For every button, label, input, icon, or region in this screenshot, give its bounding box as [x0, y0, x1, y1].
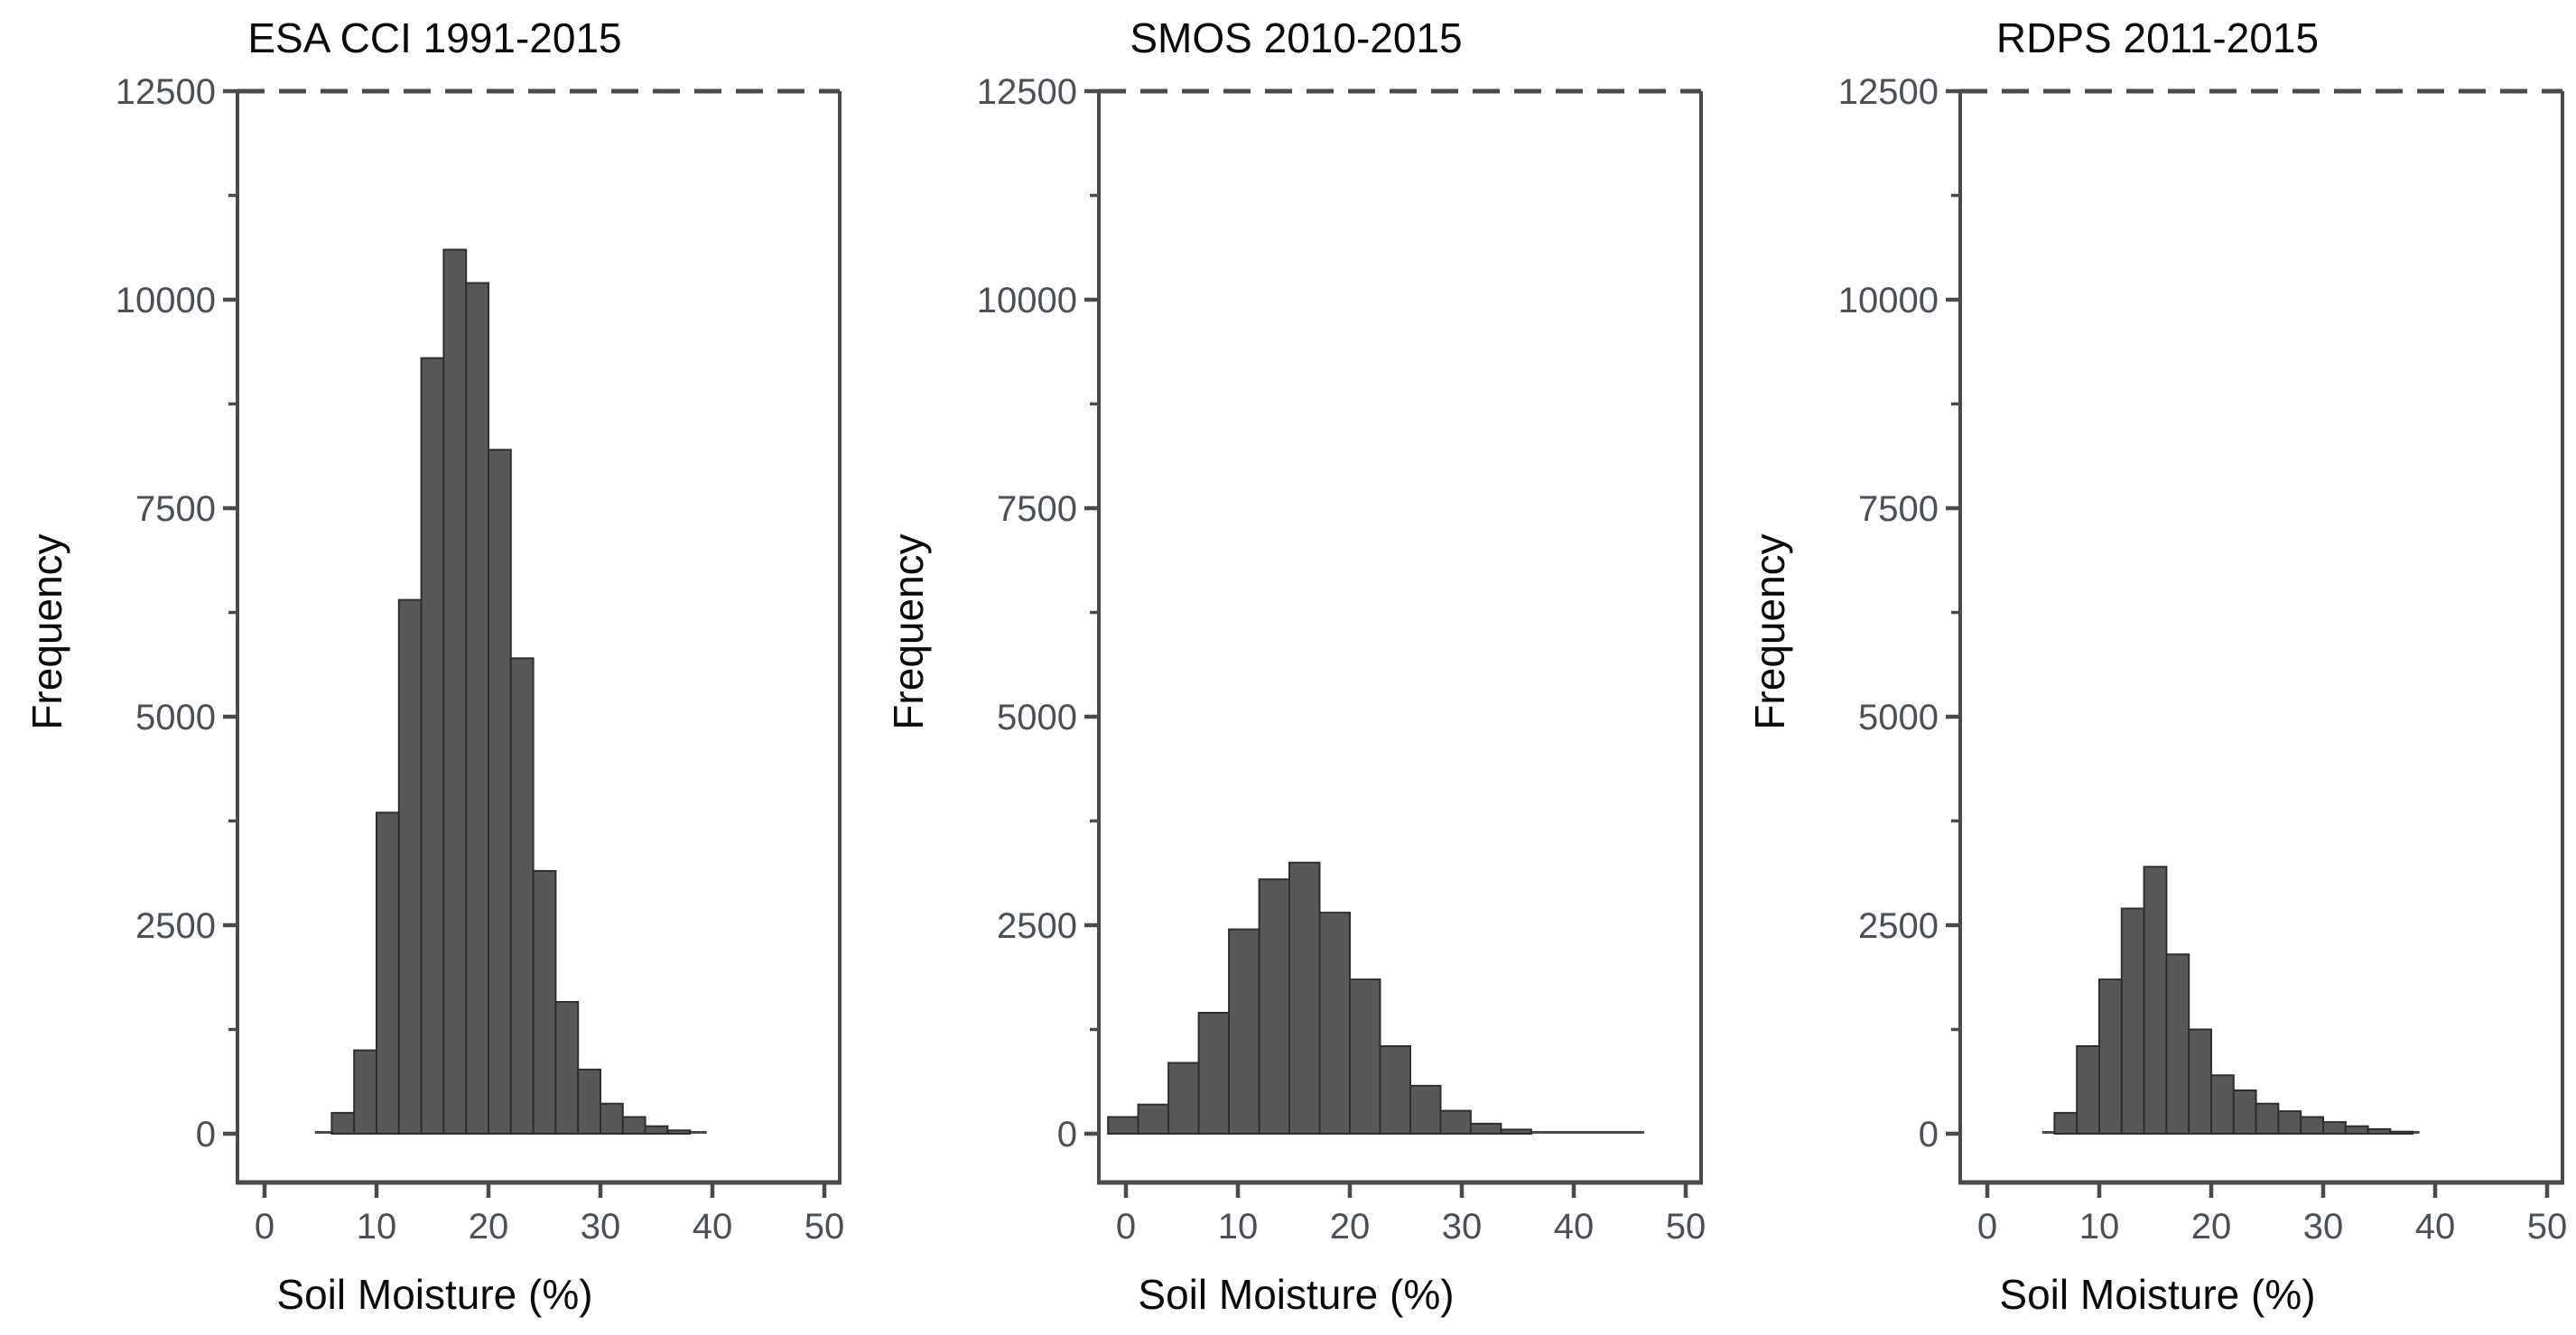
x-tick-label: 0 — [1977, 1207, 1997, 1247]
histogram-bar — [2389, 1130, 2414, 1135]
y-tick-label: 7500 — [997, 489, 1077, 529]
histogram-bar — [1107, 1116, 1139, 1135]
y-tick-label: 10000 — [977, 281, 1077, 320]
histogram-bar — [397, 598, 423, 1135]
x-tick-label: 40 — [1554, 1207, 1595, 1247]
x-tick-label: 50 — [804, 1207, 845, 1247]
x-axis-title: Soil Moisture (%) — [1138, 1271, 1455, 1318]
histogram-bar — [1288, 861, 1321, 1135]
x-tick-label: 20 — [1330, 1207, 1371, 1247]
y-tick-label: 2500 — [1858, 906, 1939, 946]
y-tick-label: 5000 — [1858, 698, 1939, 737]
y-tick-label: 10000 — [1838, 281, 1939, 320]
x-axis-title: Soil Moisture (%) — [1999, 1271, 2316, 1318]
x-tick-label: 50 — [2527, 1207, 2568, 1247]
histogram-bar — [600, 1102, 624, 1135]
y-tick-label: 0 — [1919, 1115, 1939, 1154]
histogram-bar — [2053, 1111, 2078, 1136]
chart-canvas: 0 10 20 30 40 50 0 2500 5000 7500 10000 12500 — [1838, 72, 2568, 1247]
x-tick-label: 0 — [255, 1207, 274, 1247]
histogram-bar — [509, 657, 535, 1135]
y-tick-label: 7500 — [1858, 489, 1939, 529]
histogram-bar — [2255, 1102, 2280, 1135]
x-tick-label: 40 — [693, 1207, 733, 1247]
histogram-bar — [554, 1001, 580, 1135]
y-tick-label: 5000 — [997, 698, 1077, 737]
x-tick-label: 30 — [581, 1207, 621, 1247]
x-axis-title: Soil Moisture (%) — [276, 1271, 593, 1318]
histogram-bar — [2277, 1110, 2302, 1135]
panel-rdps: 0 10 20 30 40 50 0 2500 5000 7500 10000 12500 RDPS … — [1723, 0, 2576, 1335]
histogram-bar — [621, 1116, 646, 1135]
x-tick-label: 10 — [2079, 1207, 2120, 1247]
chart-title: ESA CCI 1991-2015 — [247, 14, 622, 61]
x-tick-label: 20 — [469, 1207, 509, 1247]
y-tick-label: 5000 — [135, 698, 216, 737]
y-tick-label: 12500 — [1838, 72, 1939, 112]
histogram-bar — [353, 1049, 378, 1135]
x-tick-label: 40 — [2415, 1207, 2456, 1247]
y-tick-label: 12500 — [116, 72, 216, 112]
y-tick-label: 10000 — [116, 281, 216, 320]
y-tick-label: 0 — [1057, 1115, 1077, 1154]
x-tick-label: 30 — [2303, 1207, 2344, 1247]
panel-esa-cci: 0 10 20 30 40 50 0 2500 5000 7500 10000 12500 ESA C… — [0, 0, 859, 1335]
x-tick-label: 10 — [1218, 1207, 1259, 1247]
histogram-bar — [2188, 1028, 2213, 1135]
histogram-bar — [376, 811, 400, 1135]
histogram-bar — [2098, 978, 2123, 1135]
x-tick-label: 10 — [357, 1207, 397, 1247]
histogram-bar — [420, 357, 445, 1135]
histogram-bar — [1379, 1045, 1411, 1135]
histogram-bar — [2210, 1074, 2235, 1136]
histogram-bar — [2344, 1125, 2369, 1135]
y-tick-label: 0 — [196, 1115, 216, 1154]
chart-canvas: 0 10 20 30 40 50 0 2500 5000 7500 10000 12500 — [116, 72, 845, 1247]
y-tick-label: 7500 — [135, 489, 216, 529]
x-tick-label: 50 — [1666, 1207, 1706, 1247]
chart-title: SMOS 2010-2015 — [1130, 14, 1463, 61]
histogram-bar — [1409, 1084, 1442, 1136]
y-axis-title: Frequency — [885, 533, 932, 730]
histogram-bar — [532, 869, 557, 1136]
histogram-bar — [1469, 1122, 1502, 1136]
y-tick-label: 12500 — [977, 72, 1077, 112]
histogram-bar — [644, 1125, 669, 1135]
histogram-bar — [1137, 1103, 1170, 1135]
histogram-bar — [1318, 912, 1351, 1135]
histogram-bar — [330, 1111, 356, 1136]
panel-smos: 0 10 20 30 40 50 0 2500 5000 7500 10000 12500 SMOS … — [861, 0, 1720, 1335]
histogram-bar — [1167, 1062, 1200, 1135]
histogram-bar — [2322, 1121, 2347, 1135]
y-tick-label: 2500 — [997, 906, 1077, 946]
histogram-bar — [2232, 1089, 2257, 1135]
chart-title: RDPS 2011-2015 — [1995, 14, 2320, 61]
histogram-bar — [2143, 866, 2168, 1135]
histogram-bar — [2165, 953, 2190, 1136]
histogram-bar — [2076, 1045, 2101, 1135]
histogram-bar — [1197, 1012, 1231, 1135]
y-axis-title: Frequency — [1746, 533, 1793, 730]
histogram-bar — [577, 1068, 602, 1136]
histogram-bar — [488, 449, 512, 1135]
histogram-bar — [1228, 928, 1260, 1135]
histogram-bar — [465, 282, 490, 1135]
histogram-bar — [1349, 978, 1381, 1135]
histogram-bar — [442, 248, 468, 1136]
y-tick-label: 2500 — [135, 906, 216, 946]
histogram-bar — [2120, 907, 2145, 1135]
histogram-bar — [1439, 1109, 1472, 1135]
y-axis-title: Frequency — [23, 533, 70, 730]
x-tick-label: 30 — [1442, 1207, 1483, 1247]
histogram-bar — [2367, 1127, 2392, 1136]
histogram-bar — [1500, 1128, 1532, 1136]
chart-canvas: 0 10 20 30 40 50 0 2500 5000 7500 10000 12500 — [977, 72, 1706, 1247]
x-tick-label: 0 — [1116, 1207, 1136, 1247]
histogram-bar — [666, 1129, 692, 1136]
x-tick-label: 20 — [2191, 1207, 2232, 1247]
histogram-bar — [2300, 1116, 2325, 1135]
histogram-bar — [1258, 878, 1291, 1135]
